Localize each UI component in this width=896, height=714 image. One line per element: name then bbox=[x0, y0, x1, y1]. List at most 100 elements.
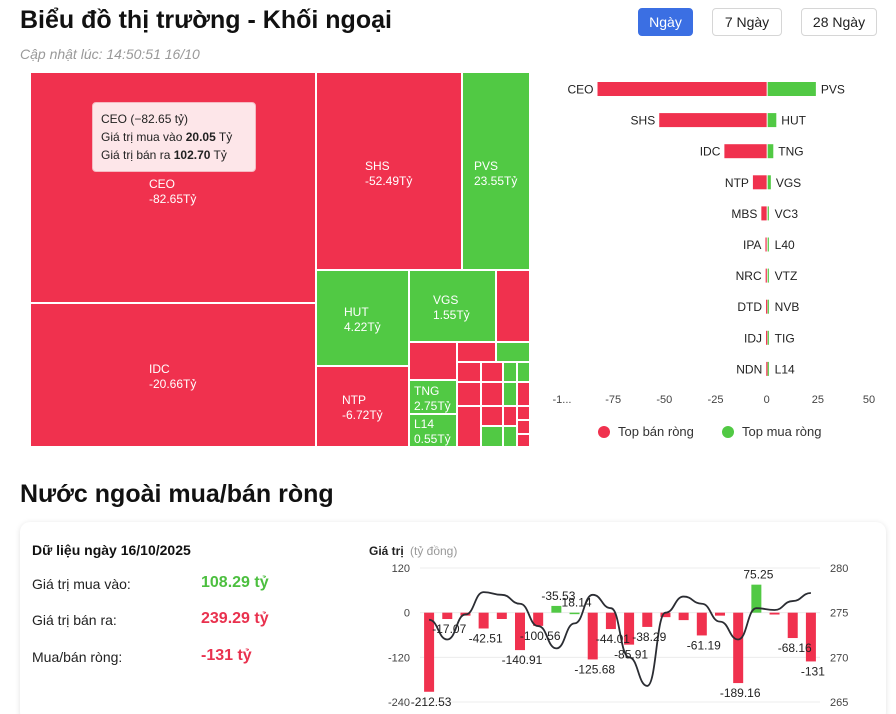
sell-bar[interactable] bbox=[597, 82, 767, 96]
treemap-tile-vgs[interactable]: VGS 1.55Tỷ bbox=[409, 270, 496, 342]
buy-bar[interactable] bbox=[767, 361, 769, 376]
tooltip-buy-row: Giá trị mua vào 20.05 Tỷ bbox=[101, 128, 247, 146]
treemap-tile-small[interactable] bbox=[517, 382, 530, 406]
buy-bar[interactable] bbox=[767, 237, 769, 252]
net-bar[interactable] bbox=[587, 612, 598, 660]
treemap-tile-small[interactable] bbox=[496, 270, 530, 342]
y-axis-title: Giá trị bbox=[369, 544, 404, 558]
sell-bar[interactable] bbox=[766, 330, 768, 345]
buy-ticker-label: VC3 bbox=[775, 207, 799, 221]
buy-bar[interactable] bbox=[767, 144, 774, 159]
net-bar[interactable] bbox=[551, 605, 562, 613]
buy-bar[interactable] bbox=[767, 330, 769, 345]
net-bar[interactable] bbox=[496, 612, 507, 619]
sell-bar[interactable] bbox=[766, 299, 768, 314]
net-bar[interactable] bbox=[642, 612, 653, 627]
treemap-tile-small[interactable] bbox=[457, 406, 481, 447]
treemap-tile-small[interactable] bbox=[517, 420, 530, 434]
treemap-tile-small[interactable] bbox=[409, 342, 457, 380]
buy-bar[interactable] bbox=[767, 113, 777, 128]
bar-value-label: -44.01 bbox=[596, 632, 630, 646]
treemap-tile-small[interactable] bbox=[503, 426, 517, 447]
sell-value: 239.29 tỷ bbox=[201, 610, 269, 627]
net-bar[interactable] bbox=[787, 612, 798, 639]
range-day-button[interactable]: Ngày bbox=[638, 8, 693, 36]
treemap-tile-small[interactable] bbox=[517, 434, 530, 447]
sell-bar[interactable] bbox=[659, 113, 767, 128]
tooltip-sell-value: 102.70 bbox=[173, 148, 211, 162]
buy-bar[interactable] bbox=[767, 206, 769, 221]
treemap-tile-small[interactable] bbox=[481, 382, 503, 406]
bar-value-label: -17.07 bbox=[432, 622, 466, 636]
range-7-days-button[interactable]: 7 Ngày bbox=[712, 8, 782, 36]
net-bar[interactable] bbox=[805, 612, 816, 662]
net-bar[interactable] bbox=[533, 612, 544, 626]
treemap-tile-small[interactable] bbox=[481, 362, 503, 382]
treemap-tile-l14[interactable]: L14 0.55Tỷ bbox=[409, 414, 457, 447]
net-bar[interactable] bbox=[733, 612, 744, 684]
net-bar[interactable] bbox=[424, 612, 435, 692]
net-bar[interactable] bbox=[751, 584, 762, 613]
sell-bar[interactable] bbox=[766, 361, 768, 376]
treemap-tile-shs[interactable]: SHS -52.49Tỷ bbox=[316, 72, 462, 270]
treemap-tile-pvs[interactable]: PVS 23.55Tỷ bbox=[462, 72, 530, 270]
buy-bar[interactable] bbox=[767, 299, 769, 314]
updated-timestamp: Cập nhật lúc: 14:50:51 16/10 bbox=[20, 46, 200, 62]
range-28-days-button[interactable]: 28 Ngày bbox=[801, 8, 877, 36]
net-bar[interactable] bbox=[696, 612, 707, 636]
x-tick-label: -50 bbox=[656, 394, 672, 406]
buy-ticker-label: L40 bbox=[775, 238, 795, 252]
treemap-tile-small[interactable] bbox=[503, 382, 517, 406]
treemap-tooltip: CEO (−82.65 tỷ) Giá trị mua vào 20.05 Tỷ… bbox=[92, 102, 256, 172]
treemap-tile-small[interactable] bbox=[457, 342, 496, 362]
treemap-tile-small[interactable] bbox=[457, 362, 481, 382]
buy-ticker-label: TIG bbox=[775, 331, 795, 345]
treemap-tile-small[interactable] bbox=[503, 406, 517, 426]
net-bar[interactable] bbox=[442, 612, 453, 620]
treemap-tile-ntp[interactable]: NTP -6.72Tỷ bbox=[316, 366, 409, 447]
bar-value-label: -140.91 bbox=[502, 653, 543, 667]
treemap-tile-hut[interactable]: HUT 4.22Tỷ bbox=[316, 270, 409, 366]
net-bar[interactable] bbox=[569, 612, 580, 615]
sell-bar[interactable] bbox=[765, 237, 767, 252]
treemap-tile-tng[interactable]: TNG 2.75Tỷ bbox=[409, 380, 457, 414]
treemap-tile-small[interactable] bbox=[457, 382, 481, 406]
buy-ticker-label: VTZ bbox=[775, 269, 798, 283]
treemap-tile-idc[interactable]: IDC -20.66Tỷ bbox=[30, 303, 316, 447]
y2-tick-label: 275 bbox=[830, 608, 848, 620]
treemap-tile-small[interactable] bbox=[481, 406, 503, 426]
net-bar[interactable] bbox=[660, 612, 671, 618]
net-bar[interactable] bbox=[605, 612, 616, 630]
sell-ticker-label: NDN bbox=[736, 362, 762, 376]
sell-bar[interactable] bbox=[752, 175, 767, 190]
sell-bar[interactable] bbox=[724, 144, 767, 159]
treemap-tile-small[interactable] bbox=[517, 406, 530, 420]
treemap-tile-small[interactable] bbox=[503, 362, 517, 382]
buy-bar[interactable] bbox=[767, 268, 769, 283]
legend-sell-label: Top bán ròng bbox=[618, 424, 694, 439]
buy-bar[interactable] bbox=[767, 175, 771, 190]
tile-ticker: L14 bbox=[414, 417, 435, 431]
treemap-tile-small[interactable] bbox=[517, 362, 530, 382]
tile-value: 23.55Tỷ bbox=[474, 174, 518, 188]
y2-tick-label: 270 bbox=[830, 652, 848, 664]
legend-buy[interactable]: Top mua ròng bbox=[722, 424, 822, 439]
treemap-tile-small[interactable] bbox=[481, 426, 503, 447]
sell-bar[interactable] bbox=[761, 206, 767, 221]
treemap-tile-small[interactable] bbox=[496, 342, 530, 362]
buy-bar[interactable] bbox=[767, 82, 816, 96]
bar-value-label: -42.51 bbox=[469, 631, 503, 645]
bar-value-label: -131 bbox=[801, 664, 825, 678]
net-bar[interactable] bbox=[478, 612, 489, 629]
bar-value-label: -68.16 bbox=[778, 641, 812, 655]
net-bar[interactable] bbox=[715, 612, 725, 616]
legend-sell[interactable]: Top bán ròng bbox=[598, 424, 694, 439]
y-tick-label: -240 bbox=[388, 697, 410, 709]
net-bar[interactable] bbox=[624, 612, 635, 645]
sell-ticker-label: DTD bbox=[737, 300, 762, 314]
net-bar[interactable] bbox=[515, 612, 525, 651]
net-bar[interactable] bbox=[678, 612, 689, 621]
sell-bar[interactable] bbox=[765, 268, 767, 283]
x-tick-label: -1... bbox=[553, 394, 572, 406]
net-bar[interactable] bbox=[769, 612, 780, 615]
